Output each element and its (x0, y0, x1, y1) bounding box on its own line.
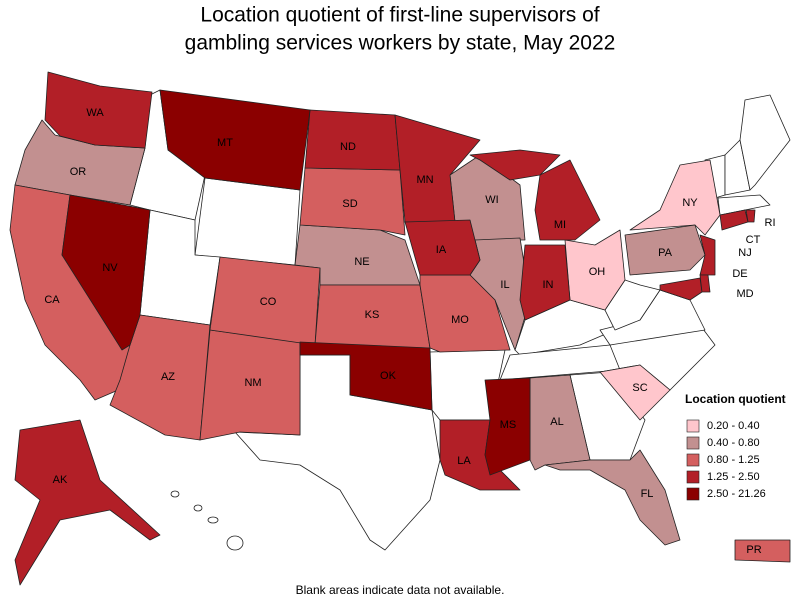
state-ia (404, 219, 481, 276)
state-label: DE (732, 268, 747, 280)
state-wy (194, 177, 301, 266)
state-label: PR (746, 544, 761, 556)
state-label: PA (658, 247, 673, 259)
state-me (739, 94, 791, 191)
legend: Location quotient 0.20 - 0.40 0.40 - 0.80… (685, 392, 786, 501)
state-hi (193, 504, 203, 512)
legend-swatch (686, 487, 700, 501)
state-label: CT (746, 234, 761, 246)
state-hi (207, 516, 219, 524)
legend-label: 1.25 - 2.50 (707, 471, 760, 483)
state-label: SD (342, 198, 357, 210)
state-label: OR (70, 166, 87, 178)
state-label: MT (217, 137, 233, 149)
state-label: MI (554, 219, 566, 231)
state-label: CA (44, 294, 60, 306)
state-label: CO (260, 296, 277, 308)
state-labels: OH NY SC OR NE WI IL PA AL FL CA AZ NM CO SD KS MO PR WA ND… (44, 107, 775, 556)
legend-swatch (686, 470, 700, 484)
state-label: NV (102, 262, 118, 274)
state-label: OK (380, 370, 397, 382)
state-fl (544, 449, 681, 546)
state-label: WI (485, 194, 498, 206)
state-ak (14, 419, 161, 586)
state-label: RI (765, 217, 776, 229)
state-de (699, 274, 711, 293)
state-ri (745, 209, 756, 223)
state-label: FL (641, 488, 654, 500)
state-label: NE (354, 256, 369, 268)
state-nv (61, 194, 151, 351)
state-hi (170, 490, 180, 498)
state-sc (599, 364, 671, 421)
state-pa (624, 224, 706, 276)
legend-title: Location quotient (685, 392, 786, 406)
state-label: MO (451, 314, 469, 326)
legend-swatch (686, 453, 700, 467)
state-label: AZ (161, 371, 175, 383)
legend-swatch (686, 419, 700, 433)
state-pr (734, 539, 791, 563)
state-label: IL (500, 279, 509, 291)
state-label: LA (457, 455, 471, 467)
state-label: MS (500, 419, 517, 431)
state-label: OH (589, 266, 606, 278)
legend-label: 2.50 - 21.26 (707, 488, 766, 500)
state-label: NJ (738, 247, 751, 259)
state-label: WA (86, 107, 104, 119)
state-mt (159, 89, 311, 191)
state-mi (469, 149, 601, 241)
state-hi (226, 535, 244, 551)
state-label: MN (416, 174, 433, 186)
state-label: NM (244, 377, 261, 389)
state-label: IA (436, 244, 447, 256)
legend-label: 0.20 - 0.40 (707, 420, 760, 432)
state-ok (299, 341, 433, 411)
legend-label: 0.80 - 1.25 (707, 454, 760, 466)
legend-swatch (686, 436, 700, 450)
state-md (659, 277, 703, 301)
state-ny (629, 159, 721, 236)
state-label: AK (53, 474, 68, 486)
state-label: ND (340, 141, 356, 153)
state-label: KS (365, 309, 380, 321)
title-line: Location quotient of first-line supervis… (200, 4, 599, 27)
state-mo (419, 274, 511, 353)
colored-states (9, 71, 791, 586)
legend-label: 0.40 - 0.80 (707, 437, 760, 449)
state-ms (484, 377, 531, 476)
state-label: SC (632, 382, 647, 394)
state-label: MD (736, 288, 753, 300)
state-wa (44, 71, 153, 149)
state-in (519, 244, 571, 321)
footnote: Blank areas indicate data not available. (296, 583, 505, 597)
state-label: NY (682, 197, 698, 209)
state-label: AL (550, 416, 563, 428)
state-label: IN (543, 279, 554, 291)
title-line: gambling services workers by state, May … (185, 32, 616, 55)
